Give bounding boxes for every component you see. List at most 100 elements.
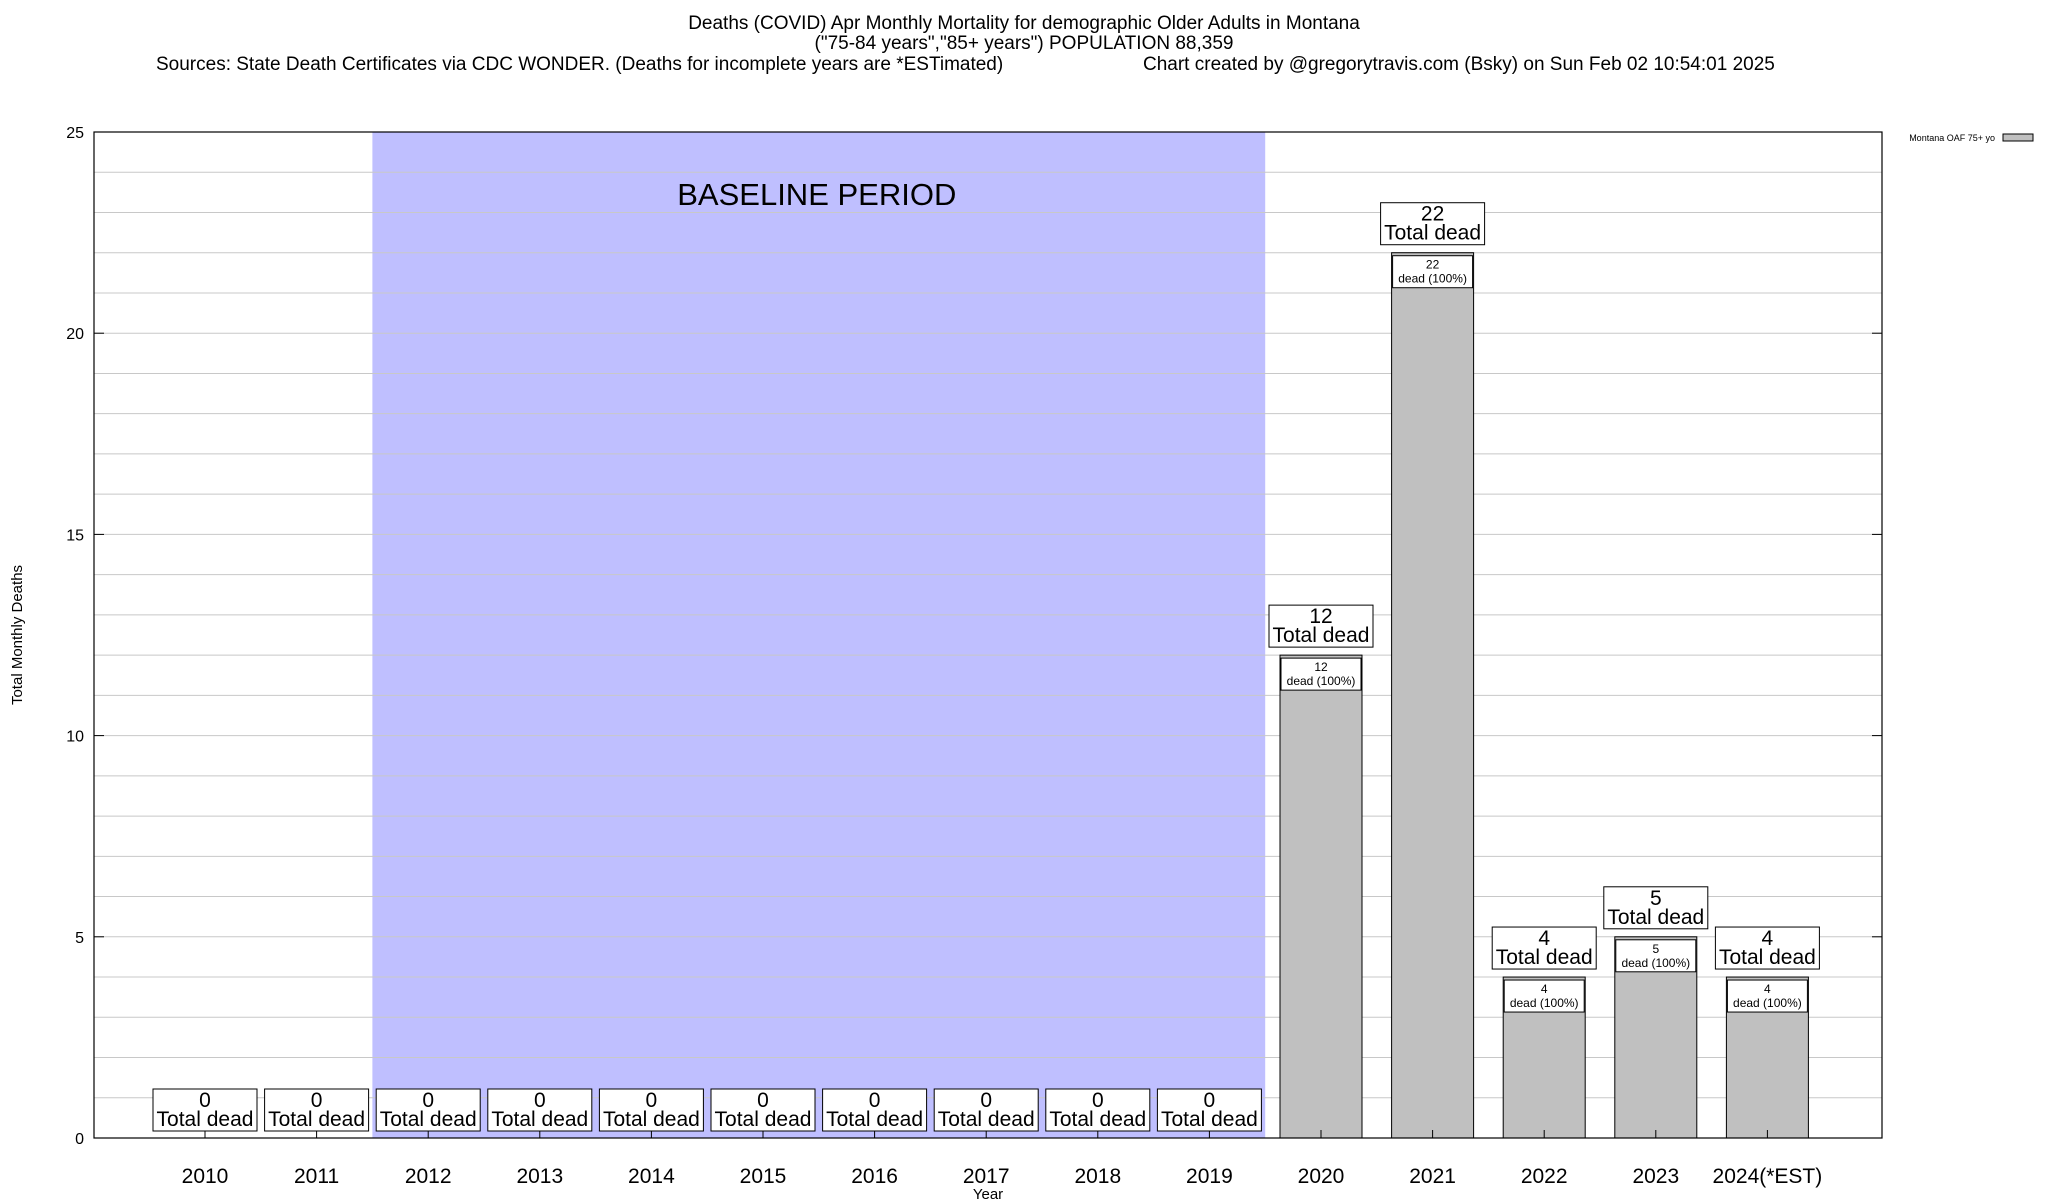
inner-label-box xyxy=(1726,979,1808,1013)
x-tick-label: 2023 xyxy=(1632,1165,1679,1188)
x-tick-label: 2012 xyxy=(405,1165,452,1188)
total-text: Total dead xyxy=(1384,222,1481,245)
x-tick-label: 2024(*EST) xyxy=(1713,1165,1823,1188)
total-value: 5 xyxy=(1650,887,1662,910)
total-value: 4 xyxy=(1762,927,1774,950)
inner-label-box xyxy=(1280,657,1362,691)
y-tick-label: 25 xyxy=(66,125,84,142)
inner-value: 4 xyxy=(1541,982,1548,996)
baseline-layer: BASELINE PERIOD xyxy=(372,132,1266,1138)
baseline-period-label: BASELINE PERIOD xyxy=(677,177,956,212)
total-value: 4 xyxy=(1538,927,1550,950)
inner-label-box xyxy=(1503,979,1585,1013)
total-label-box xyxy=(822,1088,928,1132)
x-tick-label: 2015 xyxy=(740,1165,787,1188)
total-text: Total dead xyxy=(715,1108,812,1131)
total-text: Total dead xyxy=(268,1108,365,1131)
x-tick-label: 2013 xyxy=(516,1165,563,1188)
y-tick-label: 15 xyxy=(66,527,84,544)
title-line-2: ("75-84 years","85+ years") POPULATION 8… xyxy=(814,33,1234,54)
total-text: Total dead xyxy=(1496,946,1593,969)
total-text: Total dead xyxy=(157,1108,254,1131)
total-value: 0 xyxy=(199,1089,211,1112)
x-tick-label: 2020 xyxy=(1298,1165,1345,1188)
total-label-box xyxy=(1156,1088,1262,1132)
total-label-box xyxy=(1714,926,1820,970)
total-value: 0 xyxy=(869,1089,881,1112)
total-value: 0 xyxy=(422,1089,434,1112)
gridlines xyxy=(94,171,1882,1099)
sources-note: Sources: State Death Certificates via CD… xyxy=(156,54,1004,75)
total-text: Total dead xyxy=(826,1108,923,1131)
inner-label-box xyxy=(1615,939,1697,973)
total-text: Total dead xyxy=(1161,1108,1258,1131)
inner-text: dead (100%) xyxy=(1287,674,1356,688)
x-tick-label: 2022 xyxy=(1521,1165,1568,1188)
inner-value: 22 xyxy=(1426,258,1440,272)
total-text: Total dead xyxy=(380,1108,477,1131)
total-label-box xyxy=(152,1088,258,1132)
x-tick-label: 2010 xyxy=(182,1165,229,1188)
total-text: Total dead xyxy=(491,1108,588,1131)
y-tick-label: 0 xyxy=(75,1131,84,1148)
chart-title: Deaths (COVID) Apr Monthly Mortality for… xyxy=(0,14,2048,54)
inner-value: 5 xyxy=(1652,942,1659,956)
total-text: Total dead xyxy=(1273,624,1370,647)
x-tick-label: 2011 xyxy=(294,1165,339,1188)
y-tick-label: 10 xyxy=(66,729,84,746)
baseline-period-shading xyxy=(372,132,1266,1138)
total-label-box xyxy=(598,1088,704,1132)
total-label-box xyxy=(710,1088,816,1132)
total-label-box xyxy=(487,1088,593,1132)
plot-frame xyxy=(93,131,1883,1139)
total-value: 0 xyxy=(646,1089,658,1112)
inner-text: dead (100%) xyxy=(1510,996,1579,1010)
total-value: 0 xyxy=(757,1089,769,1112)
x-tick-label: 2016 xyxy=(851,1165,898,1188)
total-label-box xyxy=(1268,604,1374,648)
x-tick-label: 2014 xyxy=(628,1165,675,1188)
total-value: 22 xyxy=(1421,203,1444,226)
axes: 0 5 10 15 20 25 2010 2011 2012 2013 2014 2015 2016 20… xyxy=(9,125,1883,1200)
total-text: Total dead xyxy=(938,1108,1035,1131)
inner-text: dead (100%) xyxy=(1733,996,1802,1010)
legend-swatch xyxy=(2002,133,2034,142)
total-value: 0 xyxy=(1092,1089,1104,1112)
x-tick-label: 2021 xyxy=(1409,1165,1456,1188)
bar xyxy=(1391,252,1475,1139)
inner-value: 12 xyxy=(1314,660,1328,674)
chart-credit: Chart created by @gregorytravis.com (Bsk… xyxy=(1143,54,1775,75)
total-label-box xyxy=(1603,886,1709,930)
total-text: Total dead xyxy=(1607,906,1704,929)
y-axis-title: Total Monthly Deaths xyxy=(9,565,26,705)
total-text: Total dead xyxy=(1719,946,1816,969)
total-label-box xyxy=(375,1088,481,1132)
inner-text: dead (100%) xyxy=(1398,272,1467,286)
total-label-box xyxy=(1045,1088,1151,1132)
total-value: 0 xyxy=(534,1089,546,1112)
bar xyxy=(1279,654,1363,1139)
inner-text: dead (100%) xyxy=(1621,956,1690,970)
x-tick-label: 2019 xyxy=(1186,1165,1233,1188)
legend: Montana OAF 75+ yo xyxy=(1909,133,2034,143)
total-text: Total dead xyxy=(603,1108,700,1131)
total-value: 0 xyxy=(1204,1089,1216,1112)
total-label-box xyxy=(1491,926,1597,970)
x-tick-label: 2018 xyxy=(1074,1165,1121,1188)
total-text: Total dead xyxy=(1049,1108,1146,1131)
